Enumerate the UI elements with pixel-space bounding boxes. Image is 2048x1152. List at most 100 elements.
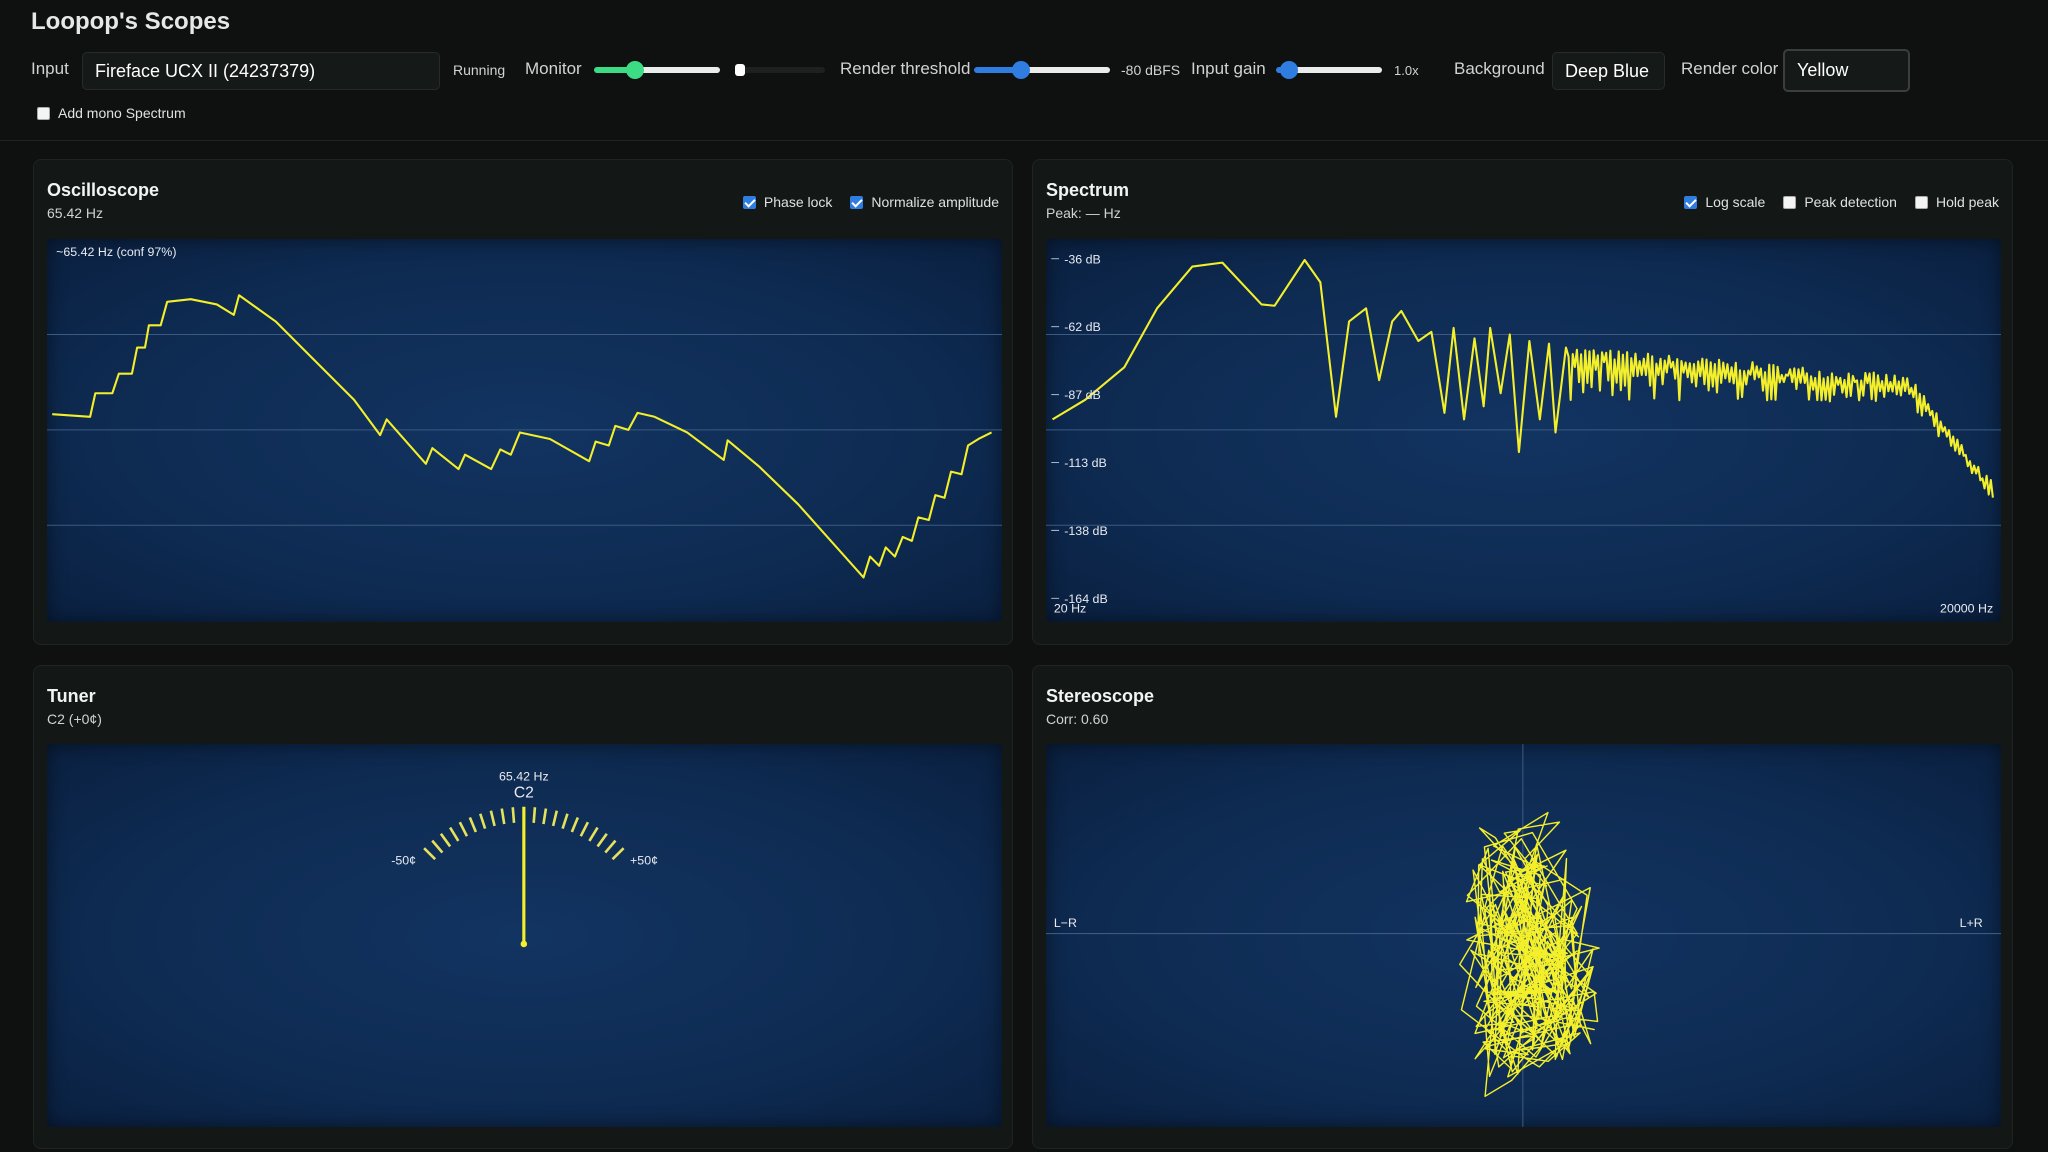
panel-title: Spectrum [1046, 180, 1130, 200]
option-label: Add mono Spectrum [58, 105, 186, 121]
level-label: -36 dB [1064, 252, 1101, 266]
spectrum-panel: Spectrum Peak: — Hz Log scale Peak detect… [1032, 159, 2013, 645]
panel-title: Oscilloscope [47, 180, 160, 200]
spectrum-curve [1051, 258, 1994, 498]
scale-tick [532, 807, 537, 823]
scale-tick [458, 821, 469, 837]
panel-subtitle: 65.42 Hz [47, 205, 104, 221]
scale-tick [611, 847, 625, 861]
scale-tick [423, 847, 437, 861]
freq-min-label: 20 Hz [1054, 602, 1086, 616]
stereoscope-plot: L−R L+R [1046, 744, 2001, 1127]
options: Log scale Peak detection Hold peak [1684, 194, 1999, 210]
scale-tick [489, 810, 496, 827]
render-color-label: Render color [1681, 59, 1779, 78]
option[interactable]: Peak detection [1783, 194, 1897, 210]
option-label: Peak detection [1804, 194, 1897, 210]
level-label: -113 dB [1064, 456, 1107, 470]
scale-tick [431, 839, 444, 854]
tuner-max-label: +50¢ [630, 853, 658, 867]
background-label: Background [1454, 59, 1545, 78]
oscilloscope-panel: Oscilloscope 65.42 Hz Phase lock Normaliz… [33, 159, 1013, 645]
monitor-level [735, 67, 825, 73]
tuner-frequency: 65.42 Hz [499, 770, 549, 784]
tuner-min-label: -50¢ [391, 853, 416, 867]
pitch-readout: ~65.42 Hz (conf 97%) [56, 245, 176, 259]
scale-tick [551, 810, 559, 827]
scale-tick [588, 826, 599, 842]
option[interactable]: Hold peak [1914, 194, 1999, 210]
checkbox[interactable] [37, 106, 50, 120]
background-select[interactable]: Deep Blue [1552, 52, 1665, 90]
scale-tick [596, 832, 608, 848]
mono-option[interactable]: Add mono Spectrum [37, 105, 186, 121]
scale-tick [579, 821, 590, 837]
panel-subtitle: Peak: — Hz [1046, 205, 1121, 221]
option-label: Log scale [1705, 194, 1766, 210]
option[interactable]: Phase lock [742, 194, 833, 210]
grid [47, 333, 1002, 526]
tuner-plot: 65.42 Hz C2 -50¢ +50¢ [47, 744, 1002, 1127]
stereoscope-panel: Stereoscope Corr: 0.60 L−R L+R [1032, 665, 2013, 1149]
option-label: Normalize amplitude [871, 194, 999, 210]
render-threshold-value: -80 dBFS [1121, 62, 1181, 78]
checkbox[interactable] [850, 195, 864, 209]
checkbox[interactable] [1914, 195, 1928, 209]
level-label: -62 dB [1064, 320, 1101, 334]
scale-tick [511, 807, 516, 823]
side-label: L−R [1054, 916, 1077, 930]
scale-tick [479, 813, 487, 830]
scale-tick [542, 808, 548, 825]
level-label: -164 dB [1064, 592, 1107, 606]
checkbox[interactable] [1783, 195, 1797, 209]
level-label: -138 dB [1064, 524, 1107, 538]
scale-tick [570, 817, 580, 833]
lissajous [1459, 811, 1600, 1098]
monitor-level-thumb[interactable] [735, 64, 745, 76]
scale-tick [439, 832, 452, 848]
scale-tick [500, 808, 506, 825]
option-label: Phase lock [763, 194, 833, 210]
input-label: Input [31, 59, 69, 78]
mid-label: L+R [1960, 916, 1983, 930]
tuner-pivot [520, 940, 528, 948]
scale-tick [468, 817, 478, 833]
option[interactable]: Normalize amplitude [850, 194, 999, 210]
render-threshold-label: Render threshold [840, 59, 971, 78]
option[interactable]: Log scale [1684, 194, 1765, 210]
monitor-slider-thumb[interactable] [626, 61, 644, 79]
freq-max-label: 20000 Hz [1940, 602, 1993, 616]
panel-subtitle: Corr: 0.60 [1046, 711, 1109, 727]
render-threshold-thumb[interactable] [1012, 61, 1030, 79]
options: Phase lock Normalize amplitude [742, 194, 999, 210]
input-gain-slider[interactable] [1276, 67, 1382, 73]
input-gain-value: 1.0x [1394, 63, 1419, 78]
scale-tick [561, 813, 569, 830]
spectrum-plot: 20 Hz 20000 Hz -36 dB -62 dB -87 dB -113 dB… [1046, 239, 2001, 622]
grid [1046, 333, 2001, 526]
oscilloscope-plot: ~65.42 Hz (conf 97%) [47, 239, 1002, 622]
waveform [52, 294, 993, 579]
render-threshold-slider[interactable] [974, 67, 1110, 73]
input-gain-label: Input gain [1191, 59, 1266, 78]
option-label: Hold peak [1935, 194, 1999, 210]
panel-subtitle: C2 (+0¢) [47, 711, 102, 727]
scale-tick [604, 839, 617, 854]
divider [0, 140, 2048, 141]
tuner-note: C2 [514, 785, 534, 802]
checkbox[interactable] [1684, 195, 1698, 209]
checkbox[interactable] [742, 195, 756, 209]
panel-title: Tuner [47, 686, 96, 706]
input-device-select[interactable]: Fireface UCX II (24237379) [82, 52, 440, 90]
app-title: Loopop's Scopes [31, 8, 231, 35]
monitor-label: Monitor [525, 59, 582, 78]
panel-title: Stereoscope [1046, 686, 1155, 706]
level-label: -87 dB [1064, 388, 1101, 402]
render-color-select[interactable]: Yellow [1783, 49, 1910, 92]
monitor-slider[interactable] [594, 67, 720, 73]
scale-tick [449, 826, 460, 842]
status: Running [453, 62, 506, 78]
input-gain-thumb[interactable] [1280, 61, 1298, 79]
